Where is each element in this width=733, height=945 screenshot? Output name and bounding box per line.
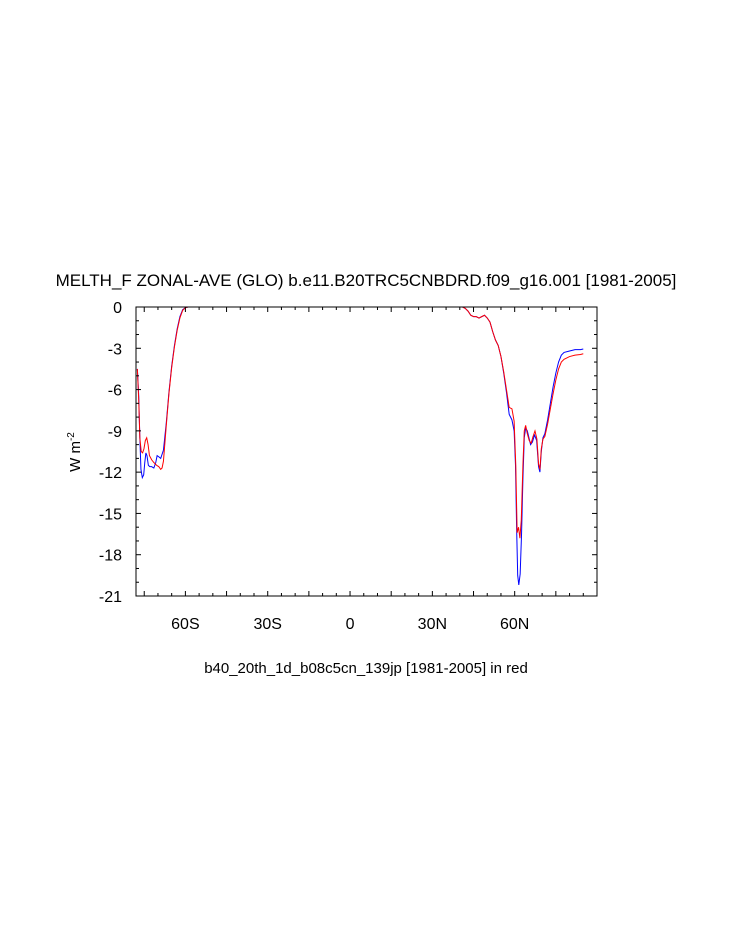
series-line-2 (136, 307, 584, 539)
y-axis-label-superscript: -2 (66, 432, 77, 441)
x-tick-label: 30N (418, 616, 447, 633)
x-axis-label: b40_20th_1d_b08c5cn_139jp [1981-2005] in… (204, 660, 528, 677)
y-axis-label: W m-2 (66, 432, 84, 472)
y-tick-label: 0 (113, 300, 122, 317)
y-axis: 0 -3 -6 -9 -12 -15 -18 -21 (99, 300, 597, 606)
series-layer (136, 307, 584, 586)
y-tick-label: -9 (108, 424, 122, 441)
x-tick-label: 60S (171, 616, 199, 633)
series-line-1 (136, 307, 584, 586)
plot-area: 60S 30S 0 30N 60N 0 -3 -6 -9 -12 -15 -18 -21 (99, 300, 598, 633)
x-axis: 60S 30S 0 30N 60N (143, 307, 598, 633)
x-tick-label: 30S (253, 616, 281, 633)
y-tick-label: -15 (99, 506, 122, 523)
y-tick-label: -3 (108, 341, 122, 358)
y-tick-label: -21 (99, 589, 122, 606)
y-tick-label: -6 (108, 383, 122, 400)
plot-frame (135, 306, 598, 597)
y-axis-label-units: W m (67, 441, 84, 472)
y-tick-label: -12 (99, 465, 122, 482)
x-tick-label: 0 (346, 616, 355, 633)
chart-title: MELTH_F ZONAL-AVE (GLO) b.e11.B20TRC5CNB… (56, 271, 677, 290)
x-tick-label: 60N (500, 616, 529, 633)
y-tick-label: -18 (99, 548, 122, 565)
